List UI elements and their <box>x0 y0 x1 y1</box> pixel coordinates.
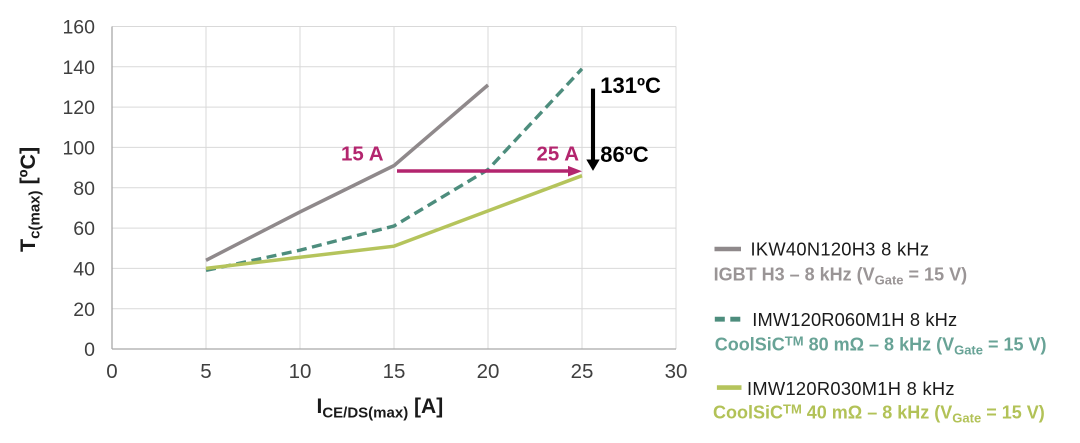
svg-text:CoolSiCTM 40 mΩ – 8 kHz (VGate: CoolSiCTM 40 mΩ – 8 kHz (VGate = 15 V) <box>713 402 1045 426</box>
svg-text:20: 20 <box>73 299 95 321</box>
svg-text:15: 15 <box>383 360 406 383</box>
svg-text:5: 5 <box>200 360 211 383</box>
svg-text:30: 30 <box>665 360 688 383</box>
svg-text:10: 10 <box>289 360 312 383</box>
svg-text:15 A: 15 A <box>341 143 384 166</box>
svg-text:80: 80 <box>73 178 95 200</box>
svg-text:140: 140 <box>62 57 95 79</box>
svg-text:86ºC: 86ºC <box>600 142 649 167</box>
svg-text:20: 20 <box>477 360 500 383</box>
svg-text:25 A: 25 A <box>536 143 579 166</box>
svg-text:IGBT H3 – 8 kHz (VGate = 15 V): IGBT H3 – 8 kHz (VGate = 15 V) <box>714 265 968 288</box>
svg-text:120: 120 <box>62 97 95 119</box>
svg-text:131ºC: 131ºC <box>600 73 661 98</box>
svg-text:25: 25 <box>571 360 594 383</box>
svg-text:160: 160 <box>62 17 95 39</box>
svg-text:100: 100 <box>62 138 95 160</box>
svg-text:0: 0 <box>106 360 117 383</box>
svg-text:0: 0 <box>84 339 95 361</box>
svg-text:CoolSiCTM 80 mΩ – 8 kHz (VGate: CoolSiCTM 80 mΩ – 8 kHz (VGate = 15 V) <box>715 334 1047 358</box>
svg-text:ICE/DS(max) [A]: ICE/DS(max) [A] <box>317 395 444 422</box>
svg-text:Tc(max) [ºC]: Tc(max) [ºC] <box>16 147 43 252</box>
svg-text:IKW40N120H3 8 kHz: IKW40N120H3 8 kHz <box>751 238 930 259</box>
svg-text:IMW120R030M1H 8 kHz: IMW120R030M1H 8 kHz <box>747 378 955 399</box>
svg-text:40: 40 <box>73 259 95 281</box>
svg-text:60: 60 <box>73 218 95 240</box>
svg-text:IMW120R060M1H 8 kHz: IMW120R060M1H 8 kHz <box>752 309 957 330</box>
